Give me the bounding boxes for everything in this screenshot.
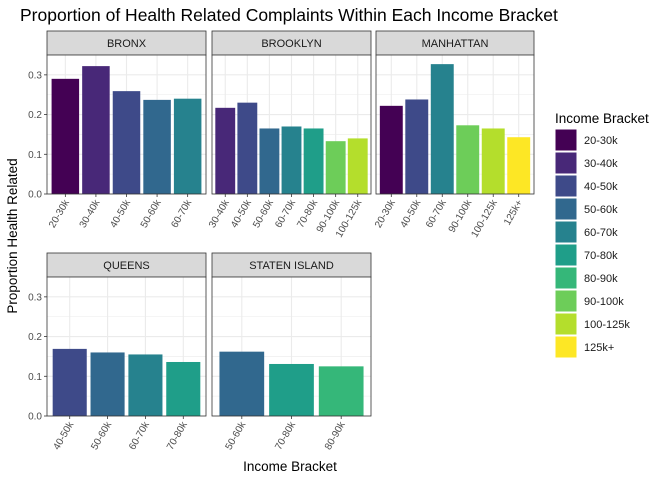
bar [347, 138, 368, 194]
panel-border [46, 276, 207, 417]
legend-key [554, 266, 578, 290]
y-tick-label: 0.3 [28, 70, 42, 81]
y-tick-label: 0.2 [28, 332, 42, 343]
y-tick-label: 0.0 [28, 412, 42, 423]
facet-strip-label: BROOKLYN [261, 38, 321, 50]
legend-label: 60-70k [584, 227, 618, 239]
bar [128, 354, 163, 416]
bar [325, 141, 346, 194]
x-tick-label: 40-50k [108, 197, 133, 230]
chart-title: Proportion of Health Related Complaints … [20, 5, 558, 25]
x-tick-label: 80-90k [323, 419, 348, 452]
bar [112, 91, 141, 194]
bar [303, 128, 324, 194]
bar [82, 66, 110, 194]
bar [219, 351, 265, 416]
x-tick-label: 30-40k [78, 197, 103, 230]
legend-label: 70-80k [584, 250, 618, 262]
legend-key [554, 289, 578, 313]
legend-key [554, 197, 578, 221]
bar [90, 352, 125, 416]
y-tick-label: 0.2 [28, 110, 42, 121]
bar [405, 99, 429, 194]
x-tick-label: 60-70k [169, 197, 194, 230]
y-tick-label: 0.0 [28, 190, 42, 201]
x-tick-label: 50-60k [89, 419, 114, 452]
x-tick-label: 40-50k [51, 419, 76, 452]
bar [215, 107, 236, 194]
legend-label: 90-100k [584, 296, 624, 308]
y-tick-label: 0.1 [28, 372, 42, 383]
y-axis-label: Proportion Health Related [5, 158, 20, 313]
x-tick-label: 125k+ [502, 198, 525, 227]
x-tick-label: 90-100k [447, 197, 475, 235]
bar [237, 102, 258, 194]
bar [481, 128, 505, 194]
legend-label: 125k+ [584, 342, 614, 354]
facet-strip [211, 30, 372, 56]
facet-strip-label: BRONX [107, 38, 147, 50]
facet-panel: QUEENS 0.0 0.1 0.2 0.3 40-50k 50-60k 60-70k 70-8… [28, 252, 207, 452]
facet-strip [46, 30, 207, 56]
y-tick-label: 0.1 [28, 150, 42, 161]
bar [143, 99, 171, 194]
bar [166, 361, 201, 416]
legend-key [554, 151, 578, 175]
bar [507, 137, 531, 194]
bar [430, 64, 454, 195]
x-tick-label: 40-50k [399, 197, 424, 230]
x-axis-label: Income Bracket [243, 459, 337, 474]
bar [456, 125, 480, 194]
facet-strip [375, 30, 535, 56]
facet-panel: STATEN ISLAND 50-60k 70-80k 80-90k [211, 252, 372, 452]
legend-label: 80-90k [584, 273, 618, 285]
legend-label: 30-40k [584, 158, 618, 170]
x-tick-label: 60-70k [424, 197, 449, 230]
facet-strip-label: QUEENS [103, 260, 149, 272]
bar [259, 128, 280, 194]
x-tick-label: 70-80k [273, 419, 298, 452]
facet-strip [211, 252, 372, 278]
facet-strip-label: MANHATTAN [422, 38, 489, 50]
bar [173, 98, 202, 194]
legend-key [554, 174, 578, 198]
legend-label: 40-50k [584, 181, 618, 193]
legend-key [554, 243, 578, 267]
legend-key [554, 220, 578, 244]
bar [52, 348, 87, 416]
facet-panel: BROOKLYN30-40k40-50k50-60k60-70k70-80k90… [207, 30, 372, 240]
x-tick-label: 20-30k [373, 197, 398, 230]
x-tick-label: 50-60k [139, 197, 164, 230]
legend-label: 20-30k [584, 135, 618, 147]
x-tick-label: 70-80k [165, 419, 190, 452]
legend: Income Bracket 20-30k 30-40k 40-50k 50-60k 6… [554, 111, 649, 359]
legend-label: 50-60k [584, 204, 618, 216]
facet-strip-label: STATEN ISLAND [249, 260, 334, 272]
bar [51, 78, 80, 194]
bar [269, 363, 314, 416]
legend-key [554, 335, 578, 359]
facet-panel: BRONX 0.0 0.1 0.2 0.3 20-30k 30-40k 40-50k 50-60… [28, 30, 207, 230]
legend-key [554, 128, 578, 152]
legend-label: 100-125k [584, 319, 630, 331]
legend-key [554, 312, 578, 336]
facet-strip [46, 252, 207, 278]
x-tick-label: 50-60k [224, 419, 249, 452]
bar [281, 126, 302, 194]
bar [318, 366, 364, 416]
x-tick-label: 60-70k [127, 419, 152, 452]
bar [379, 105, 403, 194]
y-tick-label: 0.3 [28, 292, 42, 303]
x-tick-label: 20-30k [47, 197, 72, 230]
panel-border [375, 54, 535, 195]
legend-title: Income Bracket [555, 111, 649, 126]
